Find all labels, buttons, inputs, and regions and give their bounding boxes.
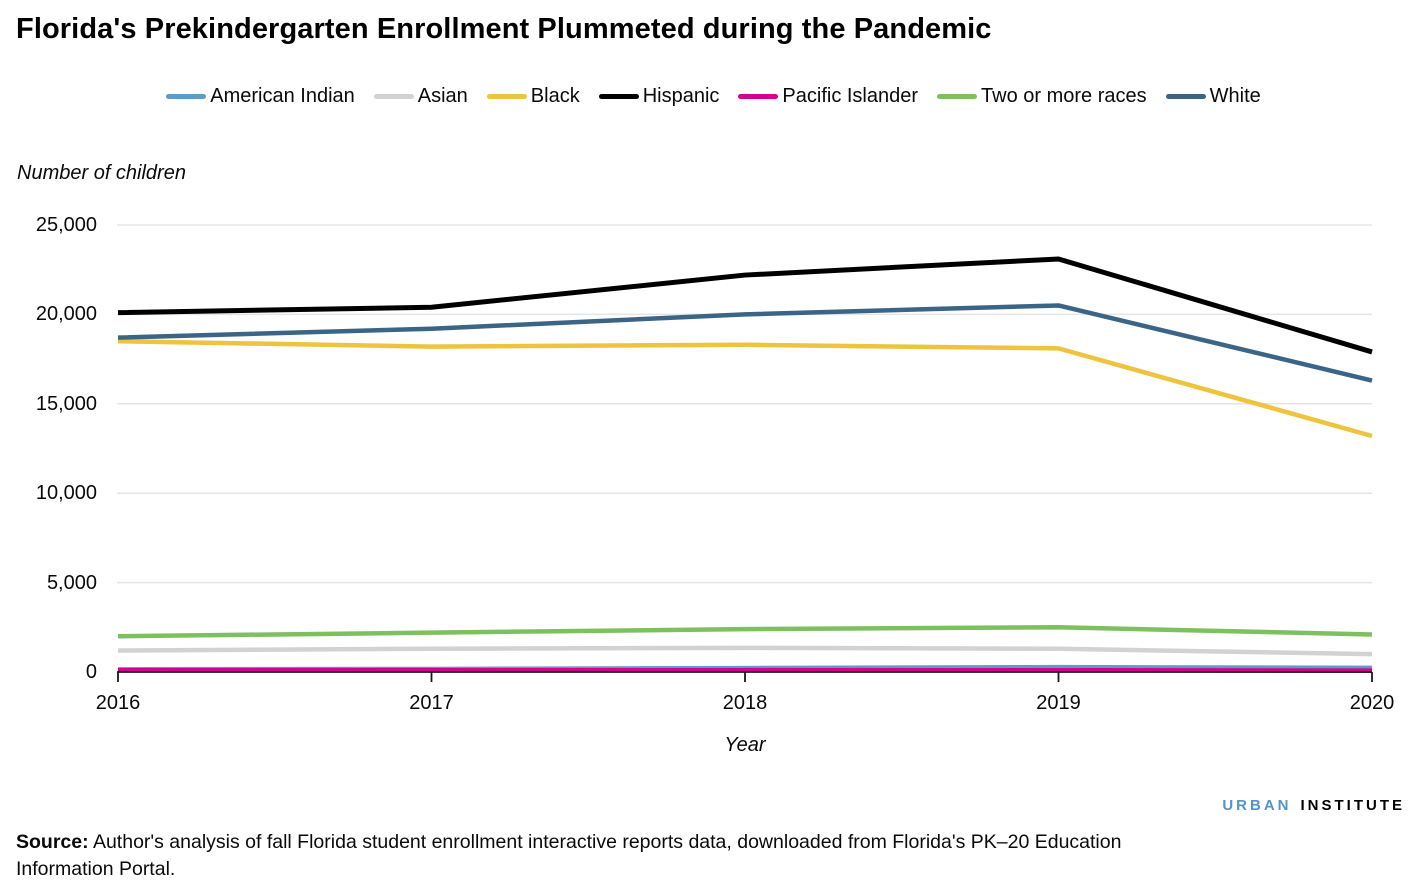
- line-chart-plot: [117, 224, 1373, 682]
- legend-swatch: [738, 94, 779, 99]
- legend-label: American Indian: [210, 85, 355, 107]
- source-label: Source:: [16, 831, 89, 853]
- legend-item-black: Black: [486, 85, 580, 108]
- series-line-two-or-more-races: [117, 625, 1373, 639]
- x-tick-label: 2019: [1036, 692, 1081, 714]
- legend-swatch: [1165, 94, 1206, 99]
- legend-label: Black: [530, 85, 580, 107]
- y-tick-label: 5,000: [46, 571, 97, 594]
- y-tick-label: 10,000: [35, 482, 97, 505]
- legend-item-two-or-more-races: Two or more races: [937, 85, 1147, 108]
- urban-institute-logo: URBAN INSTITUTE: [1222, 797, 1405, 814]
- legend-swatch: [166, 94, 207, 99]
- legend-item-white: White: [1165, 85, 1261, 108]
- y-tick-label: 20,000: [35, 303, 97, 326]
- chart-title: Florida's Prekindergarten Enrollment Plu…: [16, 13, 992, 45]
- source-note: Source: Author's analysis of fall Florid…: [16, 829, 1151, 884]
- legend-label: Pacific Islander: [782, 85, 919, 107]
- series-line-black: [117, 338, 1373, 439]
- legend-label: Hispanic: [642, 85, 720, 107]
- logo-institute: INSTITUTE: [1300, 797, 1405, 814]
- legend-item-asian: Asian: [373, 85, 468, 108]
- legend-label: Two or more races: [981, 85, 1147, 107]
- logo-urban: URBAN: [1222, 797, 1292, 814]
- source-text: Author's analysis of fall Florida studen…: [16, 831, 1122, 881]
- x-axis-title: Year: [724, 734, 766, 756]
- legend-swatch: [373, 94, 414, 99]
- x-tick-label: 2016: [95, 692, 141, 714]
- legend-swatch: [598, 94, 639, 99]
- x-tick-label: 2020: [1349, 692, 1395, 714]
- y-tick-label: 15,000: [35, 392, 97, 415]
- legend-item-pacific-islander: Pacific Islander: [738, 85, 918, 108]
- y-tick-label: 0: [85, 661, 97, 683]
- legend-label: White: [1209, 85, 1261, 107]
- legend: American Indian Asian Black Hispanic Pacific…: [0, 85, 1427, 108]
- series-line-hispanic: [117, 256, 1373, 355]
- series-line-white: [117, 303, 1373, 383]
- legend-swatch: [486, 94, 527, 99]
- legend-item-american-indian: American Indian: [166, 85, 355, 108]
- x-tick-label: 2018: [722, 692, 768, 714]
- y-tick-label: 25,000: [35, 214, 97, 236]
- series-line-asian: [117, 645, 1373, 657]
- y-axis-title: Number of children: [17, 162, 186, 184]
- legend-swatch: [937, 94, 978, 99]
- legend-item-hispanic: Hispanic: [598, 85, 720, 108]
- x-tick-label: 2017: [409, 692, 454, 714]
- legend-label: Asian: [417, 85, 468, 107]
